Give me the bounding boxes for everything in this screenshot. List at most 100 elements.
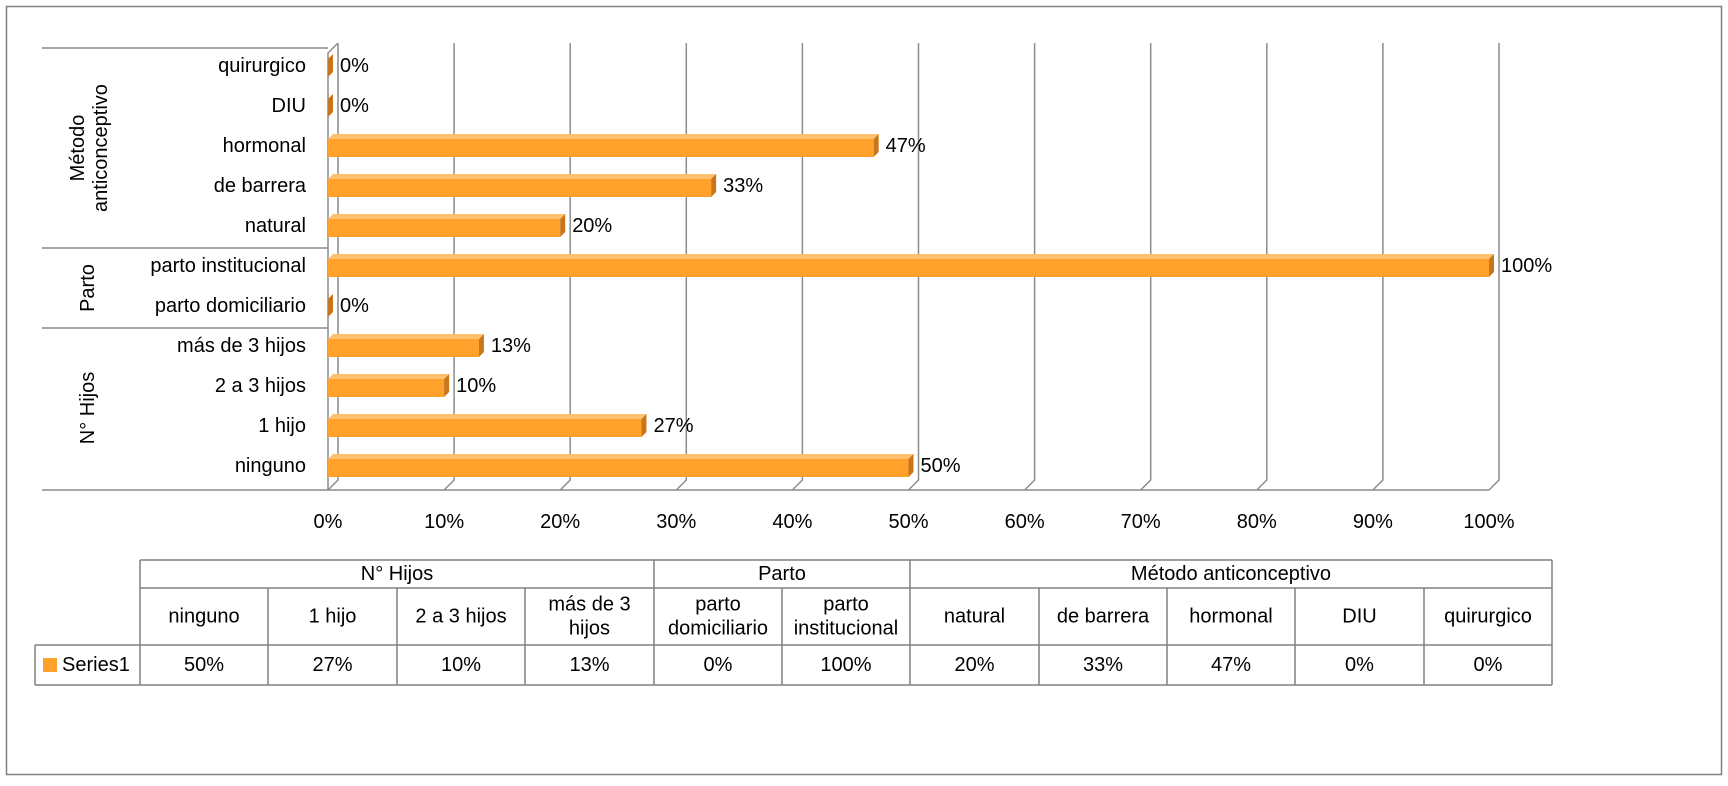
- bar-top-face: [328, 174, 717, 179]
- table-category-header: institucional: [794, 618, 899, 640]
- table-group-header: Método anticonceptivo: [1131, 563, 1331, 585]
- table-category-header: hijos: [569, 618, 610, 640]
- gridline: [1256, 43, 1268, 491]
- table-value-cell: 10%: [441, 654, 481, 676]
- bar: [328, 459, 909, 477]
- data-label: 33%: [723, 175, 763, 197]
- bar: [328, 219, 561, 237]
- table-value-cell: 0%: [704, 654, 733, 676]
- y-category-label: parto domiciliario: [155, 295, 306, 317]
- data-label: 13%: [491, 335, 531, 357]
- y-category-label: 1 hijo: [258, 415, 306, 437]
- bar-side-face: [908, 454, 914, 477]
- y-category-label: más de 3 hijos: [177, 335, 306, 357]
- y-category-label: de barrera: [214, 175, 307, 197]
- y-category-label: DIU: [272, 95, 306, 117]
- table-value-cell: 20%: [954, 654, 994, 676]
- bar-side-face: [328, 294, 333, 317]
- x-tick-label: 70%: [1121, 511, 1161, 533]
- data-label: 100%: [1501, 255, 1552, 277]
- y-category-label: hormonal: [223, 135, 306, 157]
- table-group-header: N° Hijos: [361, 563, 433, 585]
- x-tick-label: 10%: [424, 511, 464, 533]
- bar: [328, 139, 874, 157]
- bar-side-face: [711, 174, 717, 197]
- legend-series-name: Series1: [62, 654, 130, 676]
- bar-top-face: [328, 454, 914, 459]
- y-category-label: ninguno: [235, 455, 306, 477]
- group-label: N° Hijos: [77, 372, 99, 444]
- data-label: 0%: [340, 95, 369, 117]
- gridline: [791, 43, 804, 491]
- data-label: 47%: [886, 135, 926, 157]
- bar-side-face: [560, 214, 566, 237]
- table-value-cell: 100%: [820, 654, 871, 676]
- bar-side-face: [328, 94, 333, 117]
- bar-top-face: [328, 134, 879, 139]
- group-label: Parto: [77, 264, 99, 312]
- bar-top-face: [328, 374, 450, 379]
- gridline: [1140, 43, 1152, 491]
- table-category-header: quirurgico: [1444, 606, 1532, 628]
- table-value-cell: 0%: [1345, 654, 1374, 676]
- legend-swatch: [43, 658, 57, 672]
- table-category-header: 2 a 3 hijos: [415, 606, 506, 628]
- data-label: 50%: [921, 455, 961, 477]
- x-tick-label: 50%: [888, 511, 928, 533]
- gridline: [1024, 43, 1036, 491]
- table-category-header: de barrera: [1057, 606, 1150, 628]
- gridline: [1372, 43, 1384, 491]
- table-category-header: parto: [695, 594, 741, 616]
- bar: [328, 179, 712, 197]
- table-category-header: ninguno: [168, 606, 239, 628]
- x-tick-label: 20%: [540, 511, 580, 533]
- data-label: 10%: [456, 375, 496, 397]
- table-value-cell: 47%: [1211, 654, 1251, 676]
- y-category-label: 2 a 3 hijos: [215, 375, 306, 397]
- data-label: 0%: [340, 295, 369, 317]
- table-category-header: parto: [823, 594, 869, 616]
- table-value-cell: 33%: [1083, 654, 1123, 676]
- x-tick-label: 100%: [1463, 511, 1514, 533]
- bar-side-face: [328, 54, 333, 77]
- x-tick-label: 60%: [1005, 511, 1045, 533]
- y-category-label: natural: [245, 215, 306, 237]
- x-tick-label: 80%: [1237, 511, 1277, 533]
- table-category-header: hormonal: [1189, 606, 1272, 628]
- gridline: [1488, 43, 1500, 491]
- table-group-header: Parto: [758, 563, 806, 585]
- table-category-header: DIU: [1342, 606, 1376, 628]
- x-tick-label: 30%: [656, 511, 696, 533]
- table-category-header: más de 3: [548, 594, 630, 616]
- bar-top-face: [328, 414, 647, 419]
- y-category-label: parto institucional: [150, 255, 306, 277]
- table-value-cell: 0%: [1474, 654, 1503, 676]
- table-value-cell: 13%: [569, 654, 609, 676]
- table-category-header: natural: [944, 606, 1005, 628]
- data-label: 0%: [340, 55, 369, 77]
- table-category-header: 1 hijo: [309, 606, 357, 628]
- bar: [328, 419, 642, 437]
- data-label: 27%: [653, 415, 693, 437]
- table-value-cell: 27%: [312, 654, 352, 676]
- gridline: [907, 43, 920, 491]
- bar-side-face: [444, 374, 450, 397]
- x-tick-label: 90%: [1353, 511, 1393, 533]
- bar: [328, 379, 445, 397]
- bar-side-face: [478, 334, 484, 357]
- bar-side-face: [873, 134, 879, 157]
- x-tick-label: 0%: [314, 511, 343, 533]
- bar-side-face: [641, 414, 647, 437]
- group-label: Métodoanticonceptivo: [67, 84, 112, 212]
- bar-side-face: [1489, 254, 1494, 277]
- bar: [328, 259, 1489, 277]
- x-tick-label: 40%: [772, 511, 812, 533]
- y-category-label: quirurgico: [218, 55, 306, 77]
- bar-top-face: [328, 334, 484, 339]
- table-category-header: domiciliario: [668, 618, 768, 640]
- bar-top-face: [328, 254, 1494, 259]
- bar: [328, 339, 479, 357]
- bar-top-face: [328, 214, 566, 219]
